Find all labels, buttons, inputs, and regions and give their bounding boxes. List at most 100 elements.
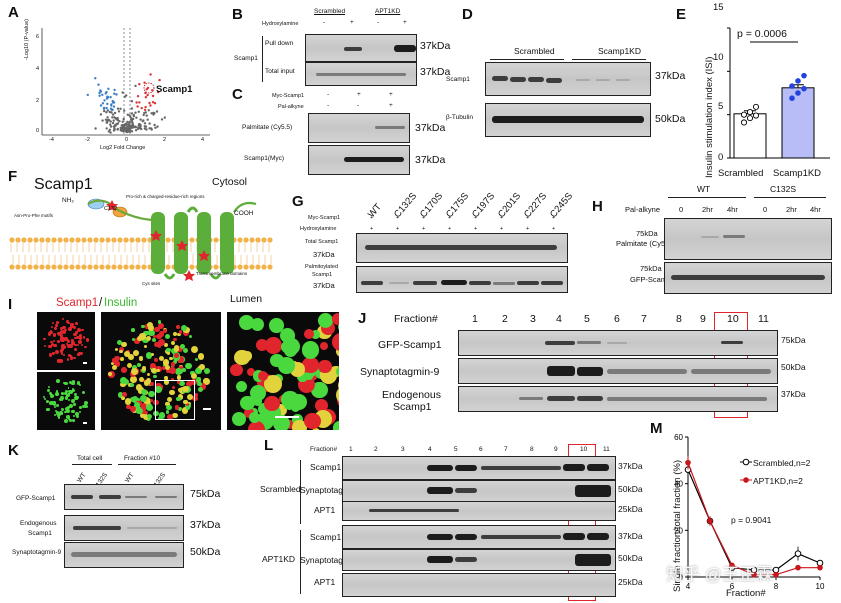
l-blot-scr-syt9 — [342, 480, 616, 502]
volcano-point — [126, 120, 129, 124]
fluorescence-spot — [302, 356, 320, 374]
fluorescence-spot — [170, 377, 174, 382]
fluorescence-spot — [136, 398, 141, 402]
fluorescence-spot — [84, 404, 89, 409]
panel-a-letter: A — [8, 4, 19, 21]
fluorescence-spot — [272, 414, 290, 430]
volcano-point — [152, 111, 155, 115]
fluorescence-spot — [149, 381, 155, 386]
g-row-hydro: Hydroxylamine — [300, 226, 337, 232]
volcano-ytick: 2 — [36, 98, 40, 104]
fluorescence-spot — [54, 350, 59, 355]
volcano-point — [105, 90, 108, 94]
c-row-scamp1-myc: Scamp1(Myc) — [244, 155, 285, 162]
g-sign: + — [370, 215, 374, 221]
fluorescence-spot — [183, 348, 189, 354]
volcano-point — [112, 105, 116, 108]
volcano-plot — [41, 28, 210, 136]
volcano-point — [105, 111, 108, 114]
j-row-gfp: GFP-Scamp1 — [378, 339, 442, 351]
fluorescence-spot — [136, 407, 144, 415]
fluorescence-spot — [51, 325, 54, 328]
fluorescence-spot — [246, 368, 255, 377]
fluorescence-spot — [61, 344, 66, 348]
fluorescence-spot — [195, 377, 202, 383]
j-fraction-number: 3 — [530, 313, 536, 325]
fluorescence-spot — [185, 380, 193, 388]
fluorescence-spot — [148, 329, 155, 336]
lipid-head — [213, 264, 219, 270]
lipid-head — [99, 264, 105, 270]
k-blot-syt9 — [64, 542, 184, 568]
fluorescence-spot — [186, 393, 194, 401]
volcano-point — [108, 119, 111, 122]
volcano-point — [147, 109, 150, 112]
fluorescence-spot — [49, 401, 53, 406]
lipid-head — [81, 237, 87, 243]
fluorescence-spot — [194, 357, 198, 362]
lipid-head — [165, 237, 171, 243]
fluorescence-spot — [66, 340, 70, 344]
g-sign: + — [422, 226, 426, 232]
fluorescence-spot — [292, 414, 303, 425]
i-green-channel-image — [37, 372, 95, 430]
lipid-head — [57, 237, 63, 243]
fluorescence-spot — [337, 377, 339, 395]
volcano-scamp1-label: Scamp1 — [156, 84, 193, 95]
volcano-point — [130, 124, 133, 128]
fluorescence-spot — [64, 329, 67, 332]
volcano-point — [94, 127, 97, 130]
fluorescence-spot — [163, 342, 168, 348]
lipid-head — [69, 264, 75, 270]
fluorescence-spot — [138, 356, 144, 361]
fluorescence-spot — [62, 354, 65, 357]
volcano-point — [136, 95, 140, 98]
fluorescence-spot — [143, 380, 150, 386]
fluorescence-spot — [58, 333, 60, 336]
fluorescence-spot — [73, 343, 77, 347]
fluorescence-spot — [197, 353, 205, 360]
fluorescence-spot — [145, 335, 151, 341]
lipid-head — [33, 237, 39, 243]
l-blot-kd-scamp1 — [342, 525, 616, 549]
fluorescence-spot — [197, 381, 202, 387]
f-nh2: NH₂ — [62, 197, 74, 204]
fluorescence-spot — [176, 345, 184, 353]
fluorescence-spot — [72, 379, 76, 383]
fluorescence-spot — [184, 362, 192, 370]
h-time: 4hr — [727, 205, 738, 214]
fluorescence-spot — [81, 328, 84, 332]
i-red-channel-image — [37, 312, 95, 370]
fluorescence-spot — [56, 359, 61, 364]
fluorescence-spot — [110, 361, 114, 365]
fluorescence-spot — [315, 398, 329, 412]
volcano-point — [113, 111, 117, 115]
h-time: 0 — [763, 205, 768, 214]
volcano-point — [110, 103, 113, 106]
k-row-endog-scamp1: Scamp1 — [28, 530, 52, 537]
fluorescence-spot — [76, 396, 79, 399]
fluorescence-spot — [173, 344, 180, 351]
fluorescence-spot — [61, 317, 65, 321]
fluorescence-spot — [183, 399, 188, 405]
volcano-point — [114, 124, 117, 127]
l-fraction-number: 7 — [504, 446, 508, 453]
fluorescence-spot — [250, 318, 264, 332]
e-point — [801, 85, 807, 92]
fluorescence-spot — [75, 322, 78, 325]
volcano-point — [113, 88, 116, 92]
fluorescence-spot — [150, 352, 154, 356]
fluorescence-spot — [194, 393, 199, 398]
m-legend-label: APT1KD,n=2 — [753, 476, 803, 486]
fluorescence-spot — [195, 368, 202, 375]
fluorescence-spot — [303, 412, 321, 430]
volcano-point — [148, 127, 151, 130]
volcano-point — [143, 81, 146, 84]
fluorescence-spot — [157, 345, 162, 349]
fluorescence-spot — [142, 336, 150, 344]
fluorescence-spot — [154, 341, 160, 348]
panel-m-letter: M — [650, 420, 663, 437]
g-lane-label: WT — [366, 201, 384, 221]
volcano-point — [105, 106, 108, 110]
fluorescence-spot — [114, 355, 120, 362]
